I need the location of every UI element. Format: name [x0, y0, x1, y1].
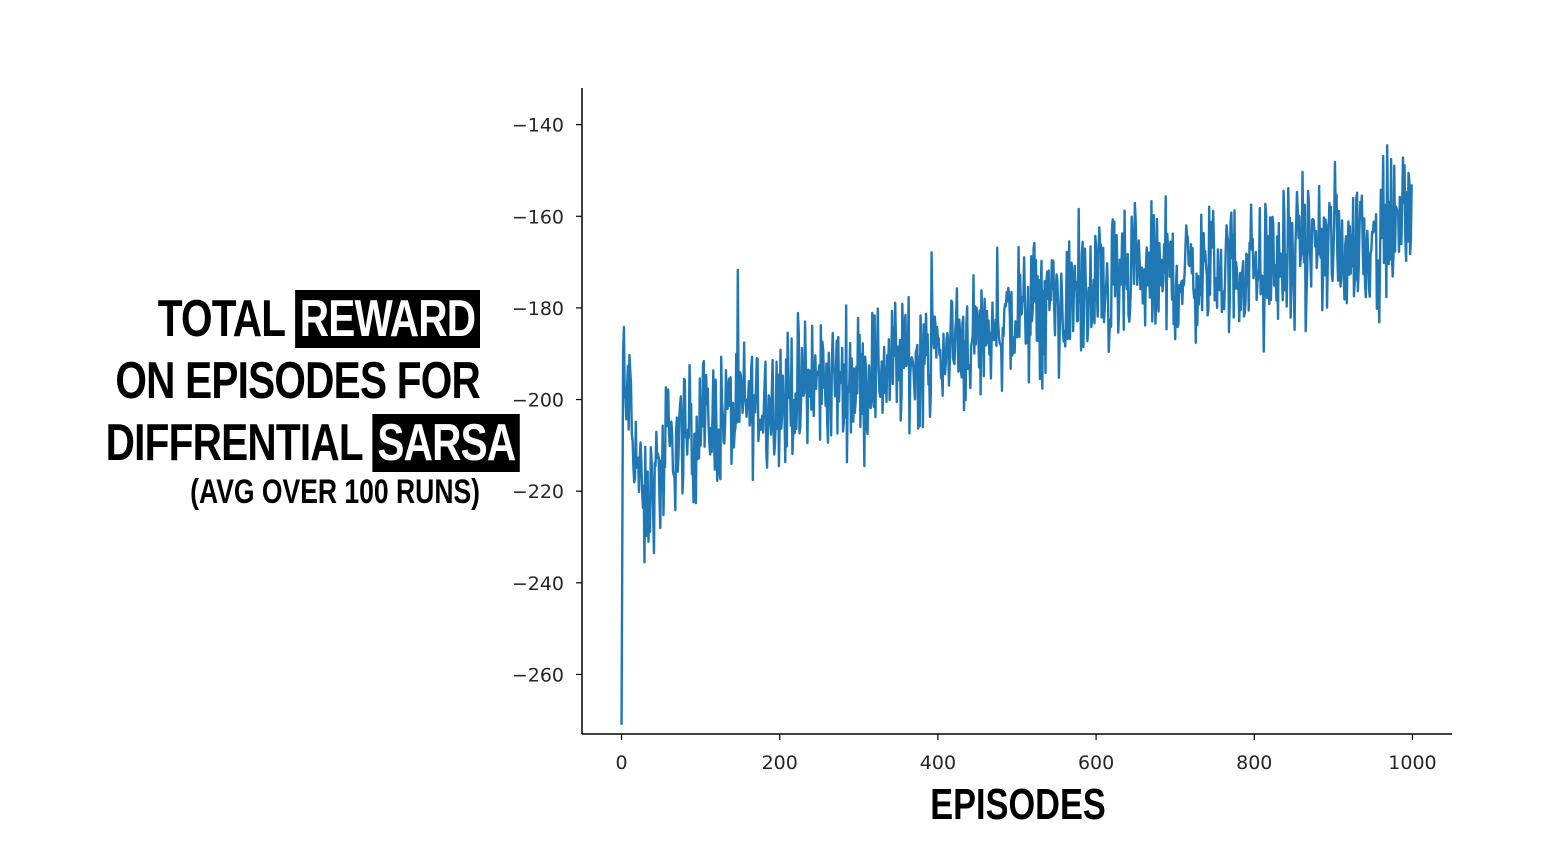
y-tick-label: −180	[512, 298, 564, 320]
y-tick-label: −240	[512, 573, 564, 595]
y-tick-label: −140	[512, 115, 564, 137]
y-axis-label: TOTAL REWARD ON EPISODES FOR DIFFRENTIAL…	[0, 288, 521, 511]
chart-axes	[581, 88, 1452, 735]
y-tick-label: −220	[512, 481, 564, 503]
x-tick-label: 0	[615, 752, 627, 774]
y-tick-label: −260	[512, 664, 564, 686]
y-label-total: TOTAL	[157, 290, 286, 348]
reward-series-line	[620, 144, 1413, 725]
y-axis-label-line-1: TOTAL REWARD	[106, 288, 480, 350]
chart-series	[620, 144, 1413, 725]
x-tick-label: 200	[762, 752, 798, 774]
y-axis-label-line-2: ON EPISODES FOR	[115, 352, 481, 410]
y-label-reward-highlight: REWARD	[295, 290, 480, 348]
x-tick-label: 1000	[1388, 752, 1436, 774]
x-tick-label: 400	[920, 752, 956, 774]
chart-ticks: −140 −160 −180 −200 −220 −240 −260 0 200 400 600 80…	[512, 115, 1437, 774]
y-tick-label: −160	[512, 206, 564, 228]
x-axis-label: EPISODES	[930, 780, 1106, 829]
y-label-diffrential: DIFFRENTIAL	[105, 414, 363, 472]
y-axis-label-subline: (AVG OVER 100 RUNS)	[190, 473, 480, 511]
x-tick-label: 800	[1236, 752, 1272, 774]
y-label-sarsa-highlight: SARSA	[372, 414, 521, 472]
y-axis-label-line-3: DIFFRENTIAL SARSA	[105, 412, 521, 474]
x-tick-label: 600	[1078, 752, 1114, 774]
y-tick-label: −200	[512, 390, 564, 412]
